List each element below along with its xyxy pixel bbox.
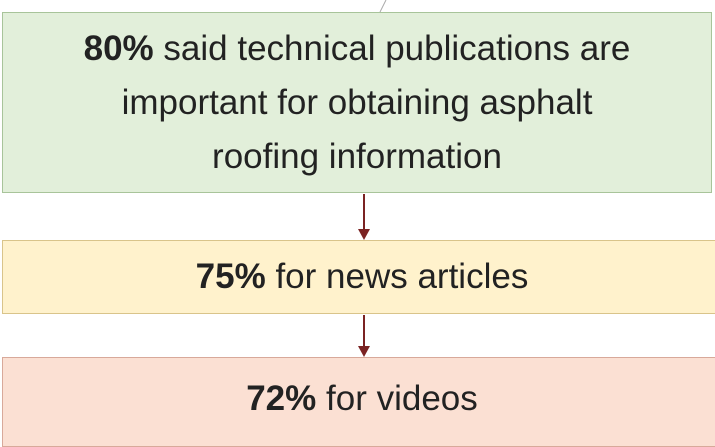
- node-text: 75% for news articles: [72, 250, 652, 304]
- node-percent: 75%: [195, 257, 266, 296]
- top-connector: [379, 0, 387, 13]
- node-label: for news articles: [275, 257, 529, 296]
- arrow-head: [358, 229, 370, 240]
- node-label: said technical publications are importan…: [121, 28, 631, 176]
- node: 80% said technical publications are impo…: [2, 12, 712, 193]
- node-text: 80% said technical publications are impo…: [67, 22, 647, 184]
- node: 75% for news articles: [2, 240, 715, 314]
- arrow-head: [358, 346, 370, 357]
- node-label: for videos: [326, 379, 478, 418]
- connectors: [358, 0, 387, 357]
- node-percent: 72%: [246, 379, 317, 418]
- node-text: 72% for videos: [72, 372, 652, 426]
- node-percent: 80%: [83, 28, 154, 68]
